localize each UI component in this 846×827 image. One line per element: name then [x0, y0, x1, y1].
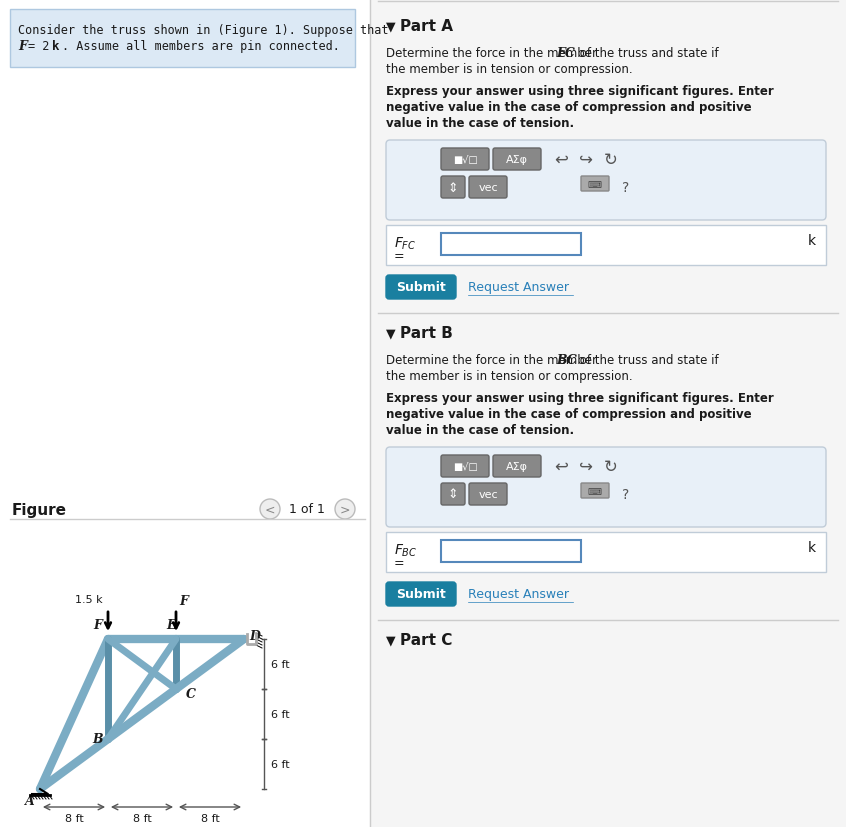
FancyBboxPatch shape [441, 177, 465, 198]
Text: Submit: Submit [396, 281, 446, 294]
Bar [386, 533, 826, 572]
Text: 6 ft: 6 ft [271, 709, 289, 719]
Text: value in the case of tension.: value in the case of tension. [386, 117, 574, 130]
Bar [441, 234, 581, 256]
Text: ↩: ↩ [554, 457, 568, 476]
Text: 1.5 k: 1.5 k [75, 595, 103, 605]
Text: value in the case of tension.: value in the case of tension. [386, 423, 574, 437]
Text: 8 ft: 8 ft [133, 813, 151, 823]
Bar [0, 0, 370, 827]
Text: ↻: ↻ [604, 151, 618, 169]
Text: BC: BC [556, 354, 577, 366]
Text: =: = [394, 250, 404, 263]
Text: Part A: Part A [400, 19, 453, 34]
Text: Submit: Submit [396, 588, 446, 600]
Text: 1 of 1: 1 of 1 [289, 503, 325, 516]
Circle shape [260, 500, 280, 519]
Text: ?: ? [623, 487, 629, 501]
Text: F: F [179, 595, 188, 607]
Text: ⌨: ⌨ [588, 486, 602, 496]
Text: D: D [249, 629, 260, 643]
Text: Express your answer using three significant figures. Enter: Express your answer using three signific… [386, 391, 774, 404]
Text: 6 ft: 6 ft [271, 659, 289, 669]
FancyBboxPatch shape [386, 275, 456, 299]
FancyBboxPatch shape [469, 484, 507, 505]
Text: <: < [265, 503, 275, 516]
Text: negative value in the case of compression and positive: negative value in the case of compressio… [386, 101, 751, 114]
Text: = 2: = 2 [28, 40, 49, 53]
Text: ▼: ▼ [386, 20, 396, 33]
Text: F: F [18, 40, 27, 53]
FancyBboxPatch shape [441, 484, 465, 505]
FancyBboxPatch shape [441, 149, 489, 171]
Bar [386, 226, 826, 265]
Text: ■√□: ■√□ [453, 461, 477, 471]
Text: vec: vec [478, 490, 497, 500]
Text: the member is in tension or compression.: the member is in tension or compression. [386, 63, 633, 76]
Text: of the truss and state if: of the truss and state if [576, 47, 718, 60]
FancyBboxPatch shape [386, 582, 456, 606]
Text: B: B [93, 733, 103, 746]
Text: Express your answer using three significant figures. Enter: Express your answer using three signific… [386, 85, 774, 98]
Text: k: k [808, 234, 816, 248]
Text: A: A [25, 794, 35, 807]
Bar [441, 540, 581, 562]
Text: AΣφ: AΣφ [506, 461, 528, 471]
Text: F: F [94, 619, 102, 631]
Text: ?: ? [623, 181, 629, 195]
Text: ▼: ▼ [386, 327, 396, 340]
Bar [10, 10, 355, 68]
Text: Request Answer: Request Answer [468, 281, 569, 294]
Text: negative value in the case of compression and positive: negative value in the case of compressio… [386, 408, 751, 420]
Text: ↪: ↪ [579, 151, 593, 169]
Circle shape [335, 500, 355, 519]
FancyBboxPatch shape [386, 447, 826, 528]
Text: ⇕: ⇕ [448, 181, 459, 194]
FancyBboxPatch shape [581, 484, 609, 499]
Text: Request Answer: Request Answer [468, 588, 569, 600]
Text: ▼: ▼ [386, 633, 396, 646]
Text: $F_{FC}$: $F_{FC}$ [394, 236, 416, 252]
Text: Part C: Part C [400, 632, 453, 648]
Text: >: > [340, 503, 350, 516]
Text: $F_{BC}$: $F_{BC}$ [394, 543, 417, 559]
Text: =: = [394, 557, 404, 569]
Text: ↪: ↪ [579, 457, 593, 476]
Text: Consider the truss shown in (Figure 1). Suppose that: Consider the truss shown in (Figure 1). … [18, 24, 388, 37]
Text: 8 ft: 8 ft [201, 813, 219, 823]
Text: AΣφ: AΣφ [506, 155, 528, 165]
Text: Determine the force in the member: Determine the force in the member [386, 47, 601, 60]
FancyBboxPatch shape [469, 177, 507, 198]
Text: ↻: ↻ [604, 457, 618, 476]
Text: Part B: Part B [400, 326, 453, 341]
Text: C: C [186, 688, 196, 700]
Text: Figure: Figure [12, 502, 67, 518]
Text: Determine the force in the member: Determine the force in the member [386, 354, 601, 366]
Text: 8 ft: 8 ft [64, 813, 84, 823]
Text: ↩: ↩ [554, 151, 568, 169]
FancyBboxPatch shape [493, 456, 541, 477]
Text: vec: vec [478, 183, 497, 193]
Text: ⌨: ⌨ [588, 179, 602, 189]
FancyBboxPatch shape [441, 456, 489, 477]
FancyBboxPatch shape [493, 149, 541, 171]
Text: ⇕: ⇕ [448, 488, 459, 501]
Text: . Assume all members are pin connected.: . Assume all members are pin connected. [62, 40, 340, 53]
Text: the member is in tension or compression.: the member is in tension or compression. [386, 370, 633, 383]
Text: k: k [808, 540, 816, 554]
Text: E: E [167, 619, 176, 631]
Text: ■√□: ■√□ [453, 155, 477, 165]
Text: of the truss and state if: of the truss and state if [576, 354, 718, 366]
FancyBboxPatch shape [581, 177, 609, 192]
Text: k: k [52, 40, 59, 53]
FancyBboxPatch shape [386, 141, 826, 221]
Text: 6 ft: 6 ft [271, 759, 289, 769]
Text: FC: FC [556, 47, 575, 60]
Bar [370, 0, 846, 827]
